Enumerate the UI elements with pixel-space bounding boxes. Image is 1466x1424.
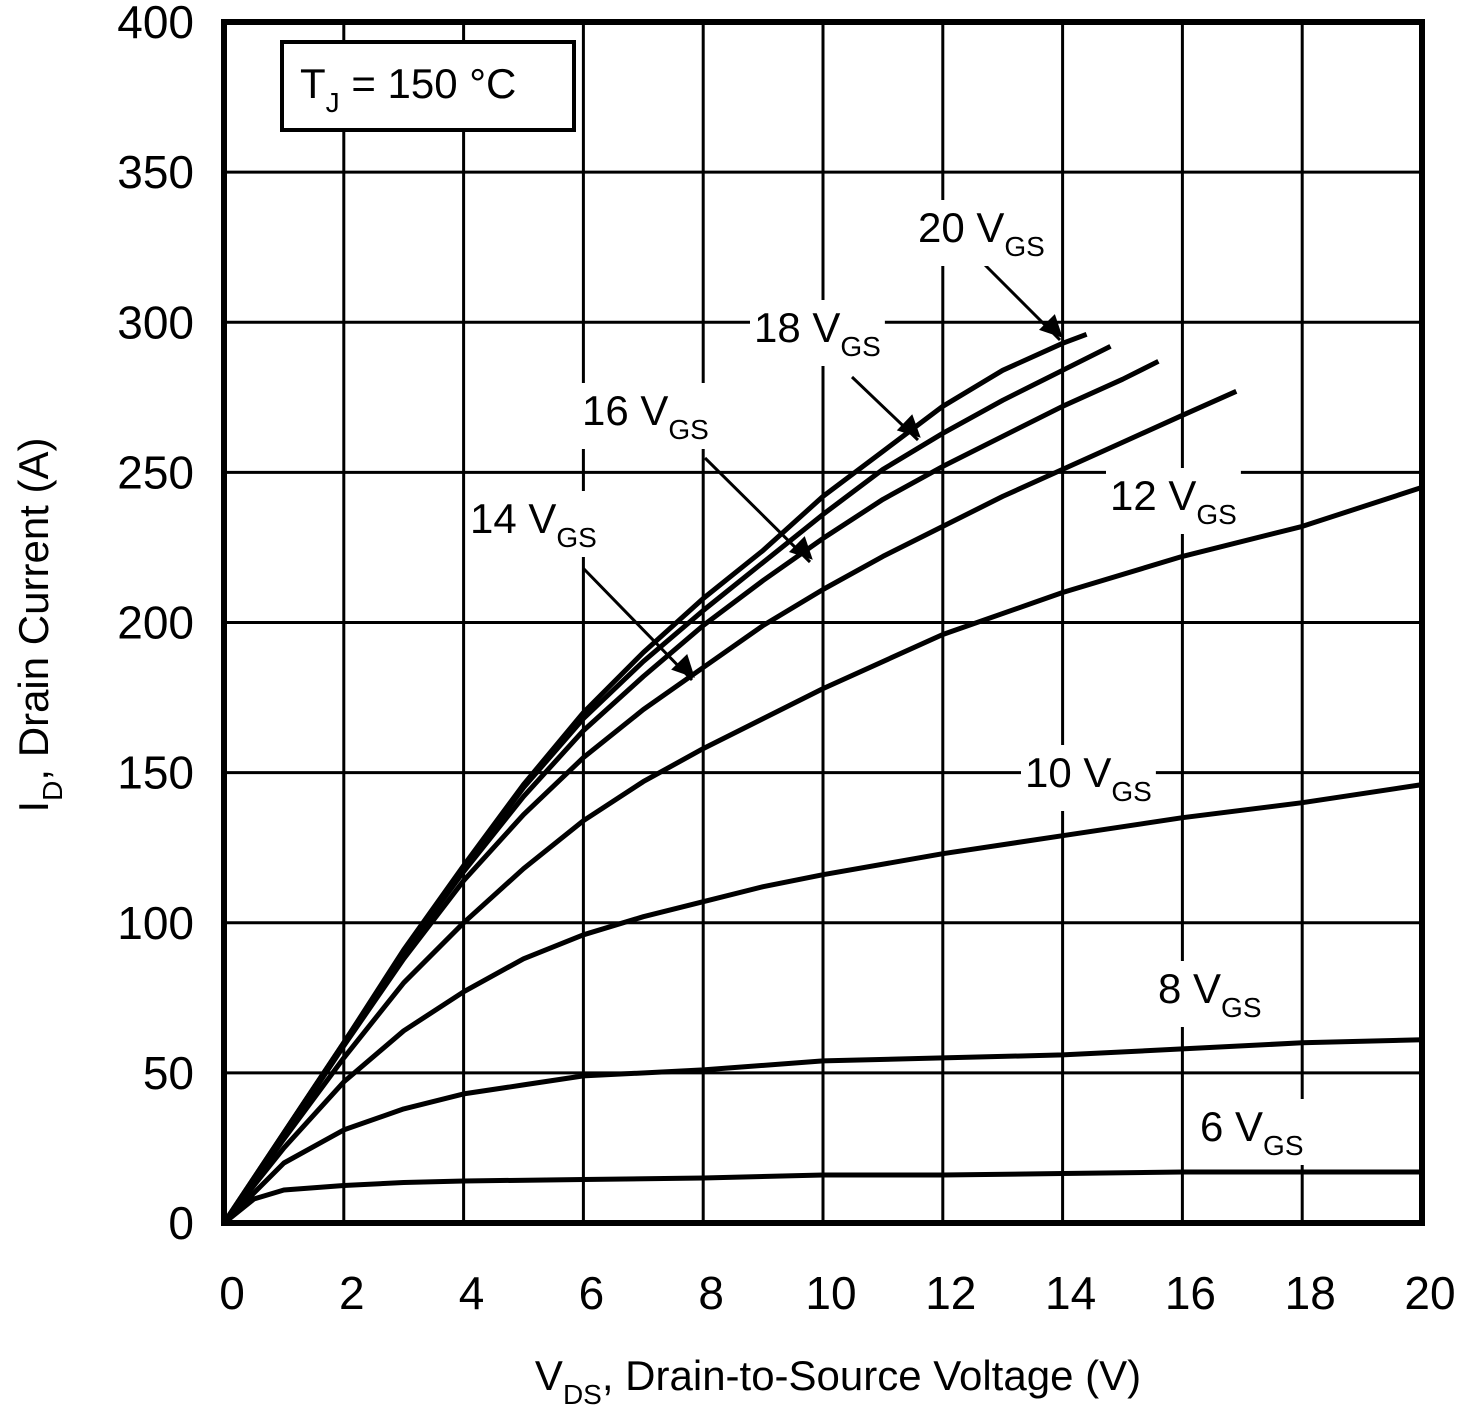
y-tick-label: 300 [117, 296, 194, 348]
series-label-group: 12 VGS [1106, 468, 1241, 534]
series-line [221, 389, 1238, 1225]
series-label-group: 14 VGS [466, 491, 695, 682]
text-part: 6 V [1200, 1103, 1263, 1150]
series-label-group: 20 VGS [914, 200, 1063, 342]
y-tick-label: 0 [168, 1197, 194, 1249]
text-part: , Drain-to-Source Voltage (V) [602, 1352, 1141, 1399]
x-tick-label: 0 [219, 1267, 245, 1319]
x-tick-label: 10 [805, 1267, 856, 1319]
text-part: V [535, 1352, 563, 1399]
arrow [581, 566, 695, 682]
text-part: 16 V [582, 387, 668, 434]
series-label-group: 18 VGS [750, 300, 921, 442]
y-tick-label: 100 [117, 897, 194, 949]
y-tick-label: 50 [143, 1047, 194, 1099]
subscript: GS [556, 522, 596, 553]
x-tick-label: 14 [1045, 1267, 1096, 1319]
arrow [983, 263, 1063, 342]
series-label: 6 VGS [1200, 1103, 1304, 1161]
y-axis-label: ID, Drain Current (A) [10, 438, 68, 813]
subscript: J [326, 87, 340, 118]
series-label-group: 10 VGS [1021, 745, 1156, 811]
series-line [222, 1169, 1422, 1225]
lines [221, 331, 1423, 1225]
y-tick-label: 150 [117, 747, 194, 799]
text-part: T [300, 60, 326, 107]
text-part: , Drain Current (A) [10, 438, 57, 781]
x-tick-label: 16 [1165, 1267, 1216, 1319]
label-bg [1021, 745, 1156, 811]
series-line [221, 331, 1088, 1225]
x-axis-label: VDS, Drain-to-Source Voltage (V) [535, 1352, 1141, 1410]
subscript: GS [840, 331, 880, 362]
series-label: 18 VGS [754, 304, 881, 362]
x-tick-label: 8 [698, 1267, 724, 1319]
y-tick-label: 350 [117, 146, 194, 198]
subscript: GS [1004, 231, 1044, 262]
subscript: GS [1196, 499, 1236, 530]
series-line [222, 1037, 1423, 1225]
label-bg [1196, 1099, 1308, 1165]
text-part: 14 V [470, 495, 556, 542]
y-tick-label: 200 [117, 597, 194, 649]
text-part: 8 V [1158, 965, 1221, 1012]
subscript: GS [668, 414, 708, 445]
series-label-group: 16 VGS [578, 383, 813, 564]
text-part: 12 V [1110, 472, 1196, 519]
label-bg [914, 200, 1049, 266]
x-tick-label: 6 [579, 1267, 605, 1319]
x-tick-label: 18 [1285, 1267, 1336, 1319]
x-tick-label: 4 [459, 1267, 485, 1319]
annotation: TJ = 150 °C [300, 60, 516, 118]
series-label: 16 VGS [582, 387, 709, 445]
label-bg [466, 491, 601, 557]
y-tick-label: 400 [117, 0, 194, 48]
text-part: 10 V [1025, 749, 1111, 796]
annotation-group: TJ = 150 °C [280, 40, 576, 132]
label-bg [1154, 961, 1266, 1027]
series-label-group: 6 VGS [1196, 1099, 1308, 1165]
text-part: 18 V [754, 304, 840, 351]
series-line [222, 782, 1423, 1225]
label-bg [1106, 468, 1241, 534]
text-part: I [10, 801, 57, 813]
subscript: GS [1111, 776, 1151, 807]
annotation-box [280, 40, 576, 132]
series-line [221, 344, 1112, 1225]
arrow [703, 456, 813, 564]
x-tick-label: 12 [925, 1267, 976, 1319]
x-tick-label: 2 [339, 1267, 365, 1319]
series-label: 20 VGS [918, 204, 1045, 262]
plot-frame [221, 19, 1425, 1226]
subscript: GS [1263, 1130, 1303, 1161]
subscript: D [37, 781, 68, 801]
arrow [850, 375, 921, 442]
subscript: DS [563, 1379, 602, 1410]
label-bg [750, 300, 885, 366]
series-label: 8 VGS [1158, 965, 1262, 1023]
text-part: 20 V [918, 204, 1004, 251]
series-line [221, 485, 1423, 1225]
y-tick-label: 250 [117, 446, 194, 498]
x-tick-label: 20 [1404, 1267, 1455, 1319]
series-label-group: 8 VGS [1154, 961, 1266, 1027]
series-line [221, 359, 1160, 1225]
series-label: 12 VGS [1110, 472, 1237, 530]
series-label: 10 VGS [1025, 749, 1152, 807]
subscript: GS [1221, 992, 1261, 1023]
series-label: 14 VGS [470, 495, 597, 553]
text-part: = 150 °C [340, 60, 517, 107]
label-bg [578, 383, 713, 449]
